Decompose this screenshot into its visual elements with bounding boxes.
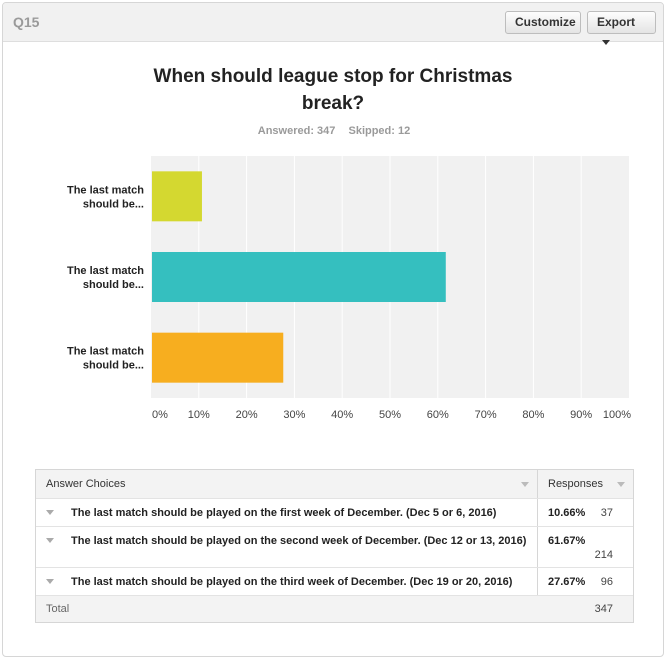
- x-tick-label: 10%: [188, 409, 210, 421]
- choice-text: The last match should be played on the s…: [71, 535, 527, 547]
- choice-cell: The last match should be played on the s…: [36, 527, 538, 567]
- response-count: 214: [594, 549, 613, 561]
- table-total-row: Total 347: [36, 596, 633, 622]
- sort-caret-icon: [521, 482, 529, 487]
- choice-cell: The last match should be played on the t…: [36, 568, 538, 595]
- choice-text: The last match should be played on the t…: [71, 576, 513, 588]
- table-header-row: Answer Choices Responses: [36, 470, 633, 499]
- export-button[interactable]: Export: [587, 11, 656, 45]
- bar: [152, 252, 446, 302]
- x-tick-label: 40%: [331, 409, 353, 421]
- expand-caret-icon[interactable]: [46, 538, 54, 543]
- skipped-count: Skipped: 12: [348, 125, 411, 137]
- response-count: 37: [600, 507, 613, 519]
- response-cell: 61.67% 214: [538, 527, 633, 567]
- table-row: The last match should be played on the f…: [36, 499, 633, 527]
- response-stats: Answered: 347 Skipped: 12: [3, 125, 663, 137]
- question-header: Q15 Customize Export: [3, 3, 663, 45]
- response-count: 96: [600, 576, 613, 588]
- bar: [152, 332, 284, 383]
- x-tick-label: 90%: [570, 409, 592, 421]
- chevron-down-icon: [602, 40, 610, 45]
- x-tick-label: 0%: [152, 409, 168, 421]
- responses-header[interactable]: Responses: [538, 470, 633, 498]
- question-number: Q15: [13, 14, 40, 30]
- total-cell: 347: [538, 596, 633, 622]
- expand-caret-icon[interactable]: [46, 579, 54, 584]
- expand-caret-icon[interactable]: [46, 510, 54, 515]
- total-label: Total: [46, 603, 70, 615]
- x-tick-label: 20%: [236, 409, 258, 421]
- total-count: 347: [594, 603, 613, 615]
- response-cell: 10.66% 37: [538, 499, 633, 526]
- responses-table: Answer Choices Responses The last match …: [35, 469, 634, 623]
- choice-cell: The last match should be played on the f…: [36, 499, 538, 526]
- response-cell: 27.67% 96: [538, 568, 633, 595]
- choice-text: The last match should be played on the f…: [71, 507, 497, 519]
- table-row: The last match should be played on the s…: [36, 527, 633, 568]
- bar: [152, 171, 202, 222]
- x-tick-label: 100%: [603, 409, 631, 421]
- x-tick-label: 80%: [522, 409, 544, 421]
- x-tick-label: 30%: [283, 409, 305, 421]
- answer-choices-label: Answer Choices: [46, 478, 126, 490]
- x-tick-label: 70%: [475, 409, 497, 421]
- category-label: The last match should be...: [67, 265, 144, 291]
- x-tick-label: 50%: [379, 409, 401, 421]
- category-label: The last match should be...: [67, 184, 144, 210]
- customize-button[interactable]: Customize: [505, 11, 581, 34]
- category-label: The last match should be...: [67, 346, 144, 372]
- sort-caret-icon: [617, 482, 625, 487]
- export-label: Export: [597, 15, 636, 29]
- answer-choices-header[interactable]: Answer Choices: [36, 470, 538, 498]
- table-row: The last match should be played on the t…: [36, 568, 633, 596]
- x-tick-label: 60%: [427, 409, 449, 421]
- responses-label: Responses: [548, 478, 604, 490]
- bar-chart: 0% 10% 20% 30% 40% 50% 60% 70% 80% 90% 100% The las…: [67, 156, 631, 421]
- response-percent: 10.66%: [548, 507, 586, 519]
- response-percent: 27.67%: [548, 576, 586, 588]
- chart-title: When should league stop for Christmas br…: [153, 66, 513, 114]
- response-percent: 61.67%: [548, 535, 586, 547]
- answered-count: Answered: 347: [257, 125, 336, 137]
